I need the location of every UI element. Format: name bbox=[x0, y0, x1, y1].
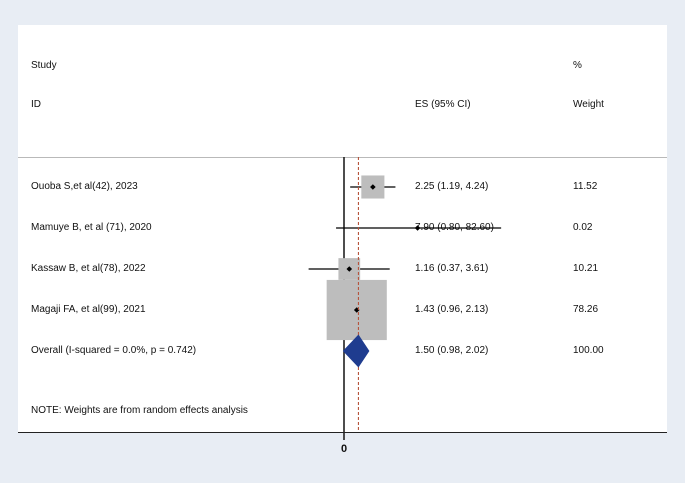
point-estimate-marker bbox=[370, 184, 376, 190]
overall-es-ci-value: 1.50 (0.98, 2.02) bbox=[415, 345, 489, 356]
study-label: Kassaw B, et al(78), 2022 bbox=[31, 263, 146, 274]
es-header: ES (95% CI) bbox=[415, 99, 471, 110]
study-header: Study bbox=[31, 60, 57, 71]
footnote: NOTE: Weights are from random effects an… bbox=[31, 405, 248, 416]
point-estimate-marker bbox=[346, 266, 353, 272]
study-label: Mamuye B, et al (71), 2020 bbox=[31, 222, 152, 233]
weight-value: 11.52 bbox=[573, 181, 598, 192]
id-header: ID bbox=[31, 99, 41, 110]
study-label: Magaji FA, et al(99), 2021 bbox=[31, 304, 146, 315]
es-ci-value: 2.25 (1.19, 4.24) bbox=[415, 181, 489, 192]
overall-label: Overall (I-squared = 0.0%, p = 0.742) bbox=[31, 345, 197, 356]
weight-value: 0.02 bbox=[573, 222, 593, 233]
header-divider bbox=[18, 157, 667, 158]
es-ci-value: 1.43 (0.96, 2.13) bbox=[415, 304, 489, 315]
percent-header: % bbox=[573, 60, 582, 71]
es-ci-value: 1.16 (0.37, 3.61) bbox=[415, 263, 489, 274]
weight-header: Weight bbox=[573, 99, 604, 110]
point-estimate-marker bbox=[414, 225, 421, 231]
weight-value: 10.21 bbox=[573, 263, 599, 274]
x-axis-line bbox=[18, 432, 667, 433]
overall-weight-value: 100.00 bbox=[573, 345, 604, 356]
overall-diamond bbox=[342, 334, 370, 368]
weight-value: 78.26 bbox=[573, 304, 599, 315]
x-axis-tick-label: 0 bbox=[341, 443, 347, 455]
study-label: Ouoba S,et al(42), 2023 bbox=[31, 181, 138, 192]
